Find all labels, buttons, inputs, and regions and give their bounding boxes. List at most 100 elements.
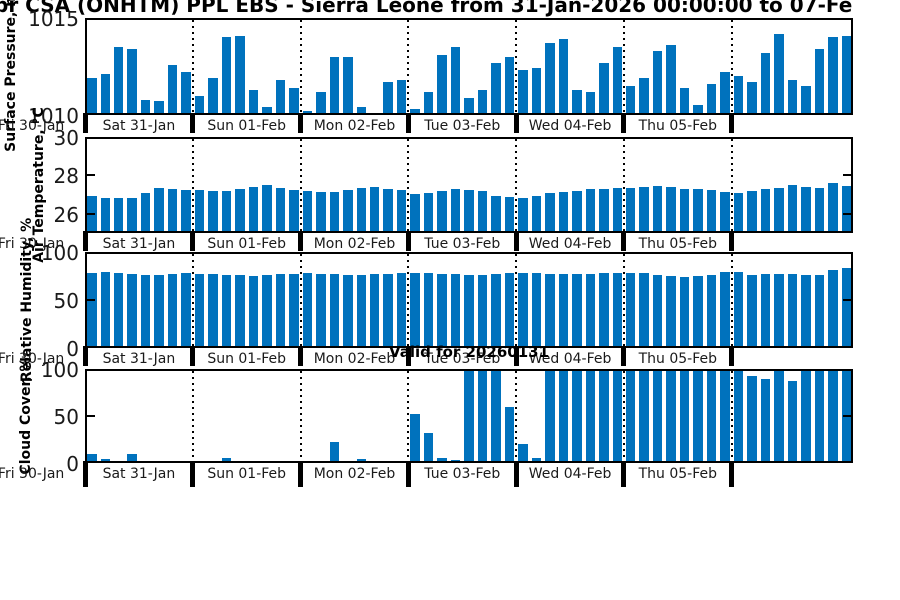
x-tick-label-day: Sat 31-Jan (102, 351, 176, 367)
y-tick-mark (843, 212, 851, 215)
bar-surface-pressure (477, 89, 488, 115)
x-tick-label-day: Fri 30-Jan (0, 466, 65, 482)
y-tick-label-relative-humidity: 0 (66, 337, 79, 361)
bar-surface-pressure (450, 47, 461, 115)
day-separator-line (622, 254, 625, 346)
bar-cloud-cover (747, 375, 757, 463)
bar-air-temperature (612, 187, 622, 233)
bar-cloud-cover (801, 369, 811, 463)
bar-air-temperature (693, 188, 703, 233)
bar-air-temperature (477, 190, 488, 233)
bar-surface-pressure (639, 78, 649, 115)
bar-surface-pressure (140, 99, 151, 115)
day-separator-line (515, 139, 518, 231)
bar-cloud-cover (625, 369, 636, 463)
bar-surface-pressure (706, 84, 717, 115)
bar-surface-pressure (518, 70, 528, 115)
day-boundary-tick (729, 113, 735, 133)
day-boundary-tick (190, 346, 196, 366)
bar-air-temperature (181, 189, 191, 233)
bar-relative-humidity (154, 274, 164, 348)
day-separator-line (407, 371, 410, 461)
bar-air-temperature (437, 190, 447, 233)
bar-relative-humidity (747, 274, 757, 348)
day-separator-line (730, 254, 733, 346)
day-separator-line (299, 20, 302, 113)
bar-relative-humidity (302, 273, 313, 348)
bar-relative-humidity (396, 273, 407, 348)
bar-air-temperature (747, 190, 757, 233)
bar-relative-humidity (625, 272, 636, 348)
day-boundary-tick (405, 346, 411, 366)
bar-cloud-cover (760, 379, 771, 463)
bar-cloud-cover (477, 369, 488, 463)
bar-air-temperature (289, 189, 299, 233)
bar-surface-pressure (733, 76, 744, 115)
bar-air-temperature (814, 187, 825, 233)
day-boundary-tick (82, 231, 88, 251)
bar-surface-pressure (127, 49, 137, 115)
bar-surface-pressure (747, 82, 757, 115)
y-tick-label-cloud-cover: 100 (40, 358, 79, 382)
bar-surface-pressure (181, 72, 191, 115)
bar-cloud-cover (437, 458, 447, 463)
bar-relative-humidity (491, 274, 501, 348)
bar-relative-humidity (545, 273, 555, 348)
bar-surface-pressure (585, 91, 595, 115)
day-boundary-tick (405, 461, 411, 487)
bar-relative-humidity (774, 273, 784, 348)
bar-surface-pressure (841, 35, 851, 115)
bar-cloud-cover (693, 369, 703, 463)
y-tick-label-air-temperature: 28 (53, 164, 79, 189)
bar-surface-pressure (558, 39, 569, 115)
bar-cloud-cover (518, 444, 528, 463)
x-tick-label-day: Tue 03-Feb (424, 466, 501, 482)
bar-relative-humidity (652, 274, 663, 348)
y-tick-mark (87, 174, 95, 177)
x-tick-label-day: Tue 03-Feb (424, 236, 501, 252)
y-tick-label-surface-pressure: 1015 (28, 7, 79, 31)
bar-surface-pressure (248, 89, 259, 115)
bar-surface-pressure (652, 51, 663, 115)
bar-air-temperature (383, 188, 393, 233)
bar-air-temperature (262, 185, 272, 233)
bar-air-temperature (558, 191, 569, 233)
bar-air-temperature (235, 188, 245, 233)
bar-relative-humidity (262, 275, 272, 348)
x-tick-label-day: Tue 03-Feb (424, 351, 501, 367)
bar-cloud-cover (87, 453, 97, 463)
bar-surface-pressure (760, 52, 771, 115)
bar-surface-pressure (464, 97, 474, 115)
bar-relative-humidity (437, 273, 447, 348)
day-separator-line (515, 20, 518, 113)
day-boundary-tick (190, 231, 196, 251)
bar-air-temperature (774, 187, 784, 233)
x-tick-label-day: Fri 30-Jan (0, 351, 65, 367)
bar-air-temperature (369, 186, 380, 233)
bar-relative-humidity (87, 273, 97, 348)
x-tick-label-day: Thu 05-Feb (638, 118, 717, 134)
day-boundary-tick (621, 346, 627, 366)
bar-surface-pressure (289, 87, 299, 115)
bar-surface-pressure (612, 47, 622, 115)
bar-air-temperature (720, 191, 730, 233)
bar-relative-humidity (356, 274, 366, 348)
y-tick-mark (87, 299, 95, 301)
x-tick-label-day: Wed 04-Feb (528, 466, 612, 482)
x-tick-label-day: Mon 02-Feb (313, 466, 396, 482)
bar-surface-pressure (814, 49, 825, 115)
bar-surface-pressure (356, 107, 366, 115)
bar-cloud-cover (504, 406, 515, 463)
bar-surface-pressure (262, 107, 272, 115)
plot-box-relative-humidity (85, 252, 853, 348)
bar-air-temperature (100, 197, 110, 233)
bar-air-temperature (464, 189, 474, 233)
bar-cloud-cover (679, 369, 690, 463)
bar-cloud-cover (410, 414, 420, 463)
bar-relative-humidity (841, 267, 851, 348)
bar-surface-pressure (275, 80, 286, 115)
bar-air-temperature (140, 192, 151, 233)
bar-air-temperature (518, 197, 528, 233)
x-tick-label-day: Fri 30-Jan (0, 236, 65, 252)
day-separator-line (299, 254, 302, 346)
